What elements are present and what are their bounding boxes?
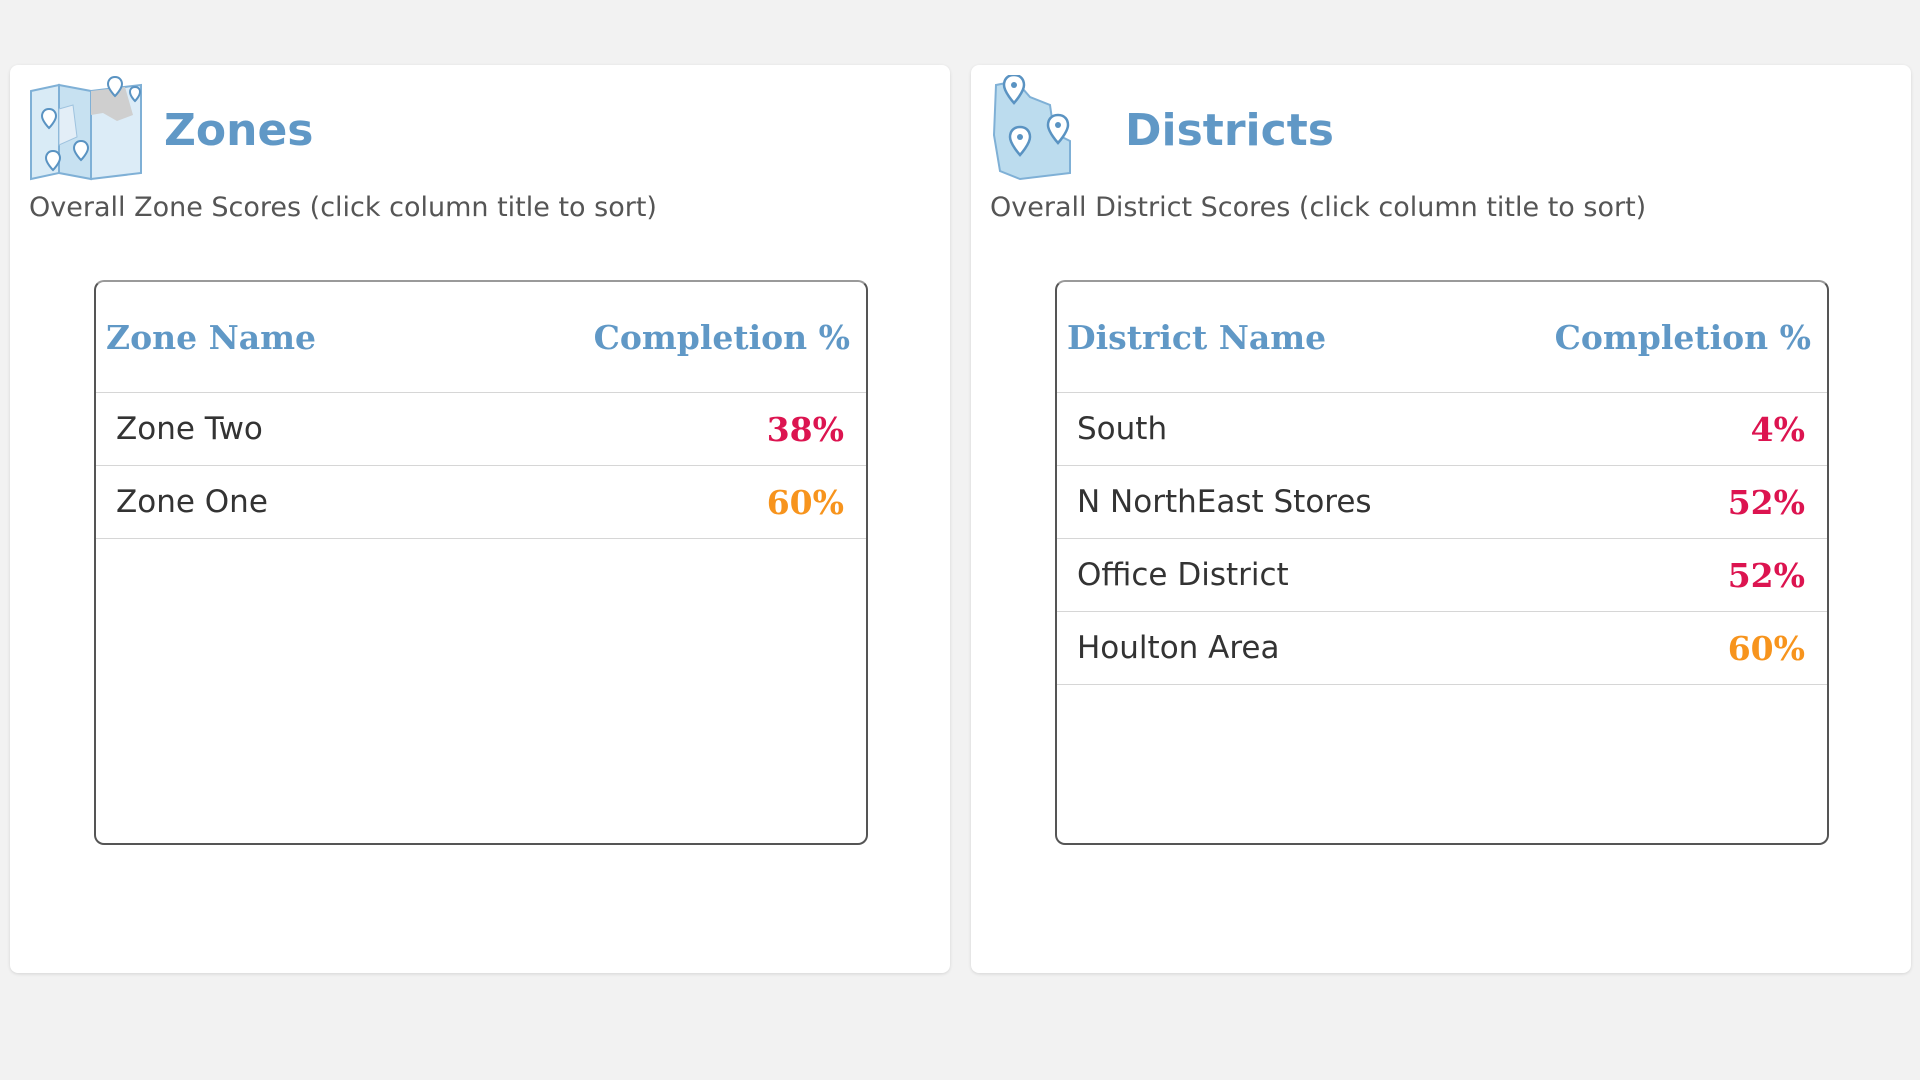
district-name-cell: Office District bbox=[1077, 557, 1289, 593]
districts-subtitle: Overall District Scores (click column ti… bbox=[990, 192, 1647, 223]
district-completion-cell: 52% bbox=[1727, 555, 1805, 595]
table-row[interactable]: South 4% bbox=[1057, 393, 1827, 466]
zones-subtitle: Overall Zone Scores (click column title … bbox=[29, 192, 657, 223]
districts-table-header: District Name Completion % bbox=[1057, 282, 1827, 393]
zone-name-column-header[interactable]: Zone Name bbox=[106, 317, 317, 357]
district-completion-cell: 60% bbox=[1727, 628, 1805, 668]
zone-name-cell: Zone Two bbox=[116, 411, 263, 447]
zone-completion-cell: 60% bbox=[766, 482, 844, 522]
zones-table: Zone Name Completion % Zone Two 38% Zone… bbox=[94, 280, 868, 845]
zones-table-header: Zone Name Completion % bbox=[96, 282, 866, 393]
districts-table: District Name Completion % South 4% N No… bbox=[1055, 280, 1829, 845]
district-map-icon bbox=[990, 73, 1110, 181]
zone-completion-column-header[interactable]: Completion % bbox=[593, 317, 850, 357]
districts-title: Districts bbox=[1125, 105, 1334, 156]
zone-map-icon bbox=[29, 75, 149, 181]
districts-panel: Districts Overall District Scores (click… bbox=[971, 65, 1911, 973]
table-row[interactable]: Zone Two 38% bbox=[96, 393, 866, 466]
zones-panel: Zones Overall Zone Scores (click column … bbox=[10, 65, 950, 973]
district-name-cell: South bbox=[1077, 411, 1168, 447]
zones-title: Zones bbox=[164, 105, 314, 156]
table-row[interactable]: Office District 52% bbox=[1057, 539, 1827, 612]
district-completion-column-header[interactable]: Completion % bbox=[1554, 317, 1811, 357]
zone-name-cell: Zone One bbox=[116, 484, 268, 520]
district-completion-cell: 4% bbox=[1750, 409, 1805, 449]
district-name-cell: Houlton Area bbox=[1077, 630, 1280, 666]
zone-completion-cell: 38% bbox=[766, 409, 844, 449]
table-row[interactable]: Zone One 60% bbox=[96, 466, 866, 539]
district-name-column-header[interactable]: District Name bbox=[1067, 317, 1327, 357]
district-name-cell: N NorthEast Stores bbox=[1077, 484, 1372, 520]
table-row[interactable]: Houlton Area 60% bbox=[1057, 612, 1827, 685]
table-row[interactable]: N NorthEast Stores 52% bbox=[1057, 466, 1827, 539]
district-completion-cell: 52% bbox=[1727, 482, 1805, 522]
